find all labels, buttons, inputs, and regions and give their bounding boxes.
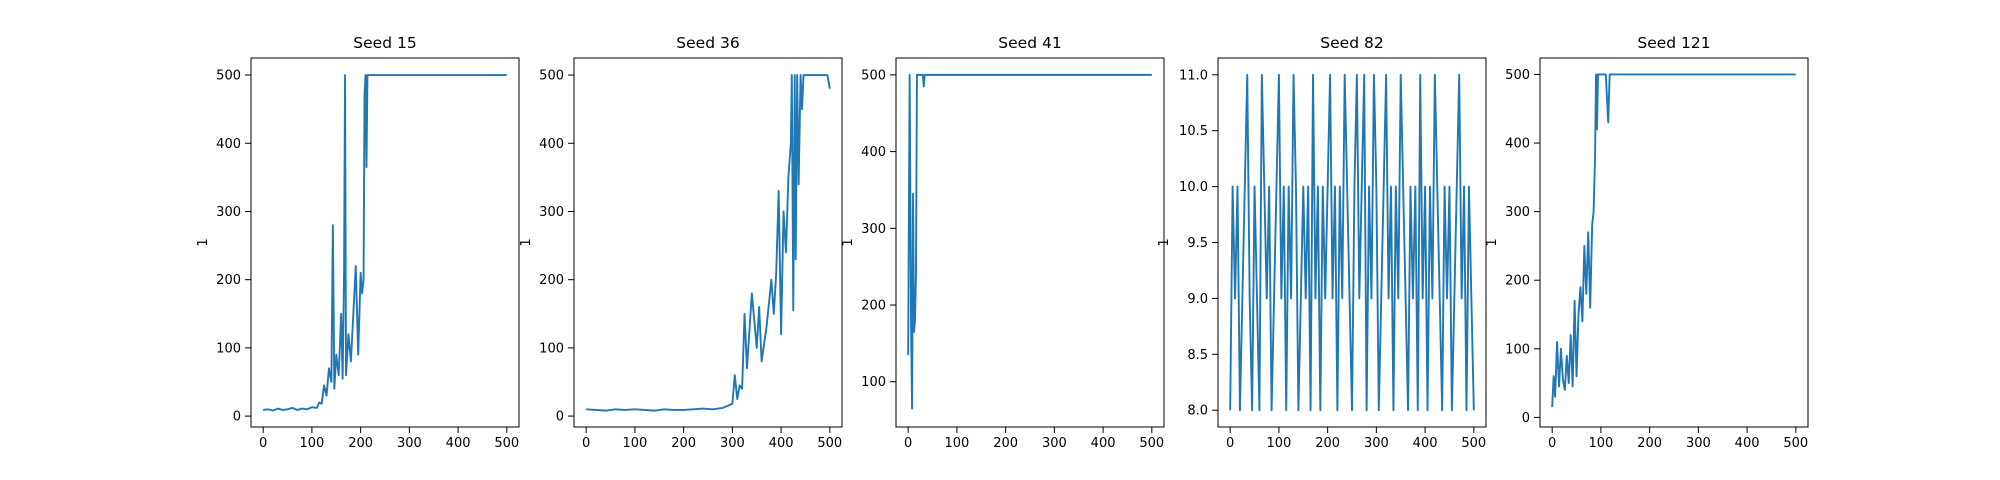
axes-frame (1539, 57, 1809, 428)
x-tick-label: 400 (1735, 436, 1760, 451)
x-tick-label: 0 (904, 436, 912, 451)
x-tick-label: 400 (446, 436, 471, 451)
subplot: 0 100 200 300 400 500 8.0 8.5 9.0 9.5 10.0 10.5 11.0… (1157, 34, 1487, 451)
x-tick-label: 200 (348, 436, 373, 451)
y-tick-label: 100 (861, 375, 886, 390)
x-tick-label: 300 (1042, 436, 1067, 451)
x-tick-label: 200 (671, 436, 696, 451)
y-tick-label: 100 (1505, 342, 1530, 357)
y-tick-label: 8.5 (1187, 348, 1208, 363)
x-tick-label: 400 (1413, 436, 1438, 451)
y-axis-label: 1 (519, 238, 534, 246)
x-tick-label: 0 (259, 436, 267, 451)
subplot: 0 100 200 300 400 500 100 200 300 400 500 Seed 41 1 (841, 34, 1165, 451)
subplot: 0 100 200 300 400 500 0 100 200 300 400 500 Seed 121… (1485, 34, 1809, 451)
data-line (1551, 73, 1796, 408)
y-tick-label: 100 (216, 341, 241, 356)
x-tick-label: 500 (1139, 436, 1164, 451)
y-tick-label: 300 (216, 205, 241, 220)
subplot: 0 100 200 300 400 500 0 100 200 300 400 500 Seed 36 1 (519, 34, 843, 451)
chart-title: Seed 121 (1637, 34, 1710, 52)
y-axis-label: 1 (841, 238, 856, 246)
y-tick-label: 400 (539, 137, 564, 152)
x-tick-label: 100 (622, 436, 647, 451)
plot-area (586, 74, 831, 412)
x-tick-label: 100 (1588, 436, 1613, 451)
axes-frame (573, 57, 843, 428)
plot-area (1229, 73, 1475, 412)
x-tick-label: 300 (1686, 436, 1711, 451)
x-tick-label: 200 (993, 436, 1018, 451)
axes-frame (250, 57, 520, 428)
y-tick-label: 10.5 (1179, 124, 1208, 139)
y-tick-label: 200 (539, 273, 564, 288)
x-tick-label: 300 (1364, 436, 1389, 451)
x-tick-label: 500 (817, 436, 842, 451)
plot-area (1551, 73, 1796, 408)
data-line (263, 74, 507, 412)
chart-title: Seed 41 (998, 34, 1061, 52)
y-tick-label: 10.0 (1179, 180, 1208, 195)
y-tick-label: 200 (861, 299, 886, 314)
x-tick-label: 100 (1266, 436, 1291, 451)
y-tick-label: 400 (216, 137, 241, 152)
chart-title: Seed 15 (353, 34, 416, 52)
y-tick-label: 500 (1505, 68, 1530, 83)
data-line (586, 74, 831, 412)
x-tick-label: 0 (1226, 436, 1234, 451)
x-tick-label: 400 (1091, 436, 1116, 451)
y-tick-label: 0 (556, 410, 564, 425)
y-axis-label: 1 (1485, 238, 1500, 246)
y-tick-label: 8.0 (1187, 404, 1208, 419)
y-tick-label: 400 (1505, 137, 1530, 152)
x-tick-label: 500 (1461, 436, 1486, 451)
axes-frame (895, 57, 1165, 428)
x-tick-label: 0 (1548, 436, 1556, 451)
x-tick-label: 500 (1783, 436, 1808, 451)
x-tick-label: 400 (769, 436, 794, 451)
y-tick-label: 11.0 (1179, 68, 1208, 83)
plot-area (907, 73, 1152, 410)
chart-title: Seed 36 (676, 34, 739, 52)
y-tick-label: 400 (861, 145, 886, 160)
y-tick-label: 300 (539, 205, 564, 220)
plot-area (263, 74, 507, 412)
x-tick-label: 300 (397, 436, 422, 451)
x-tick-label: 200 (1637, 436, 1662, 451)
y-tick-label: 500 (216, 69, 241, 84)
x-tick-label: 100 (299, 436, 324, 451)
chart-title: Seed 82 (1320, 34, 1383, 52)
y-tick-label: 100 (539, 341, 564, 356)
y-tick-label: 500 (861, 68, 886, 83)
y-tick-label: 200 (216, 273, 241, 288)
x-tick-label: 300 (720, 436, 745, 451)
subplot: 0 100 200 300 400 500 0 100 200 300 400 500 Seed 15 1 (196, 34, 520, 451)
data-line (907, 73, 1152, 410)
y-axis-label: 1 (1157, 238, 1172, 246)
y-tick-label: 9.0 (1187, 292, 1208, 307)
y-tick-label: 0 (1522, 411, 1530, 426)
y-tick-label: 300 (1505, 205, 1530, 220)
y-axis-label: 1 (196, 238, 211, 246)
y-tick-label: 200 (1505, 274, 1530, 289)
y-tick-label: 0 (233, 410, 241, 425)
x-tick-label: 0 (582, 436, 590, 451)
x-tick-label: 500 (494, 436, 519, 451)
y-tick-label: 9.5 (1187, 236, 1208, 251)
x-tick-label: 100 (944, 436, 969, 451)
data-line (1229, 73, 1475, 412)
y-tick-label: 300 (861, 222, 886, 237)
x-tick-label: 200 (1315, 436, 1340, 451)
y-tick-label: 500 (539, 69, 564, 84)
